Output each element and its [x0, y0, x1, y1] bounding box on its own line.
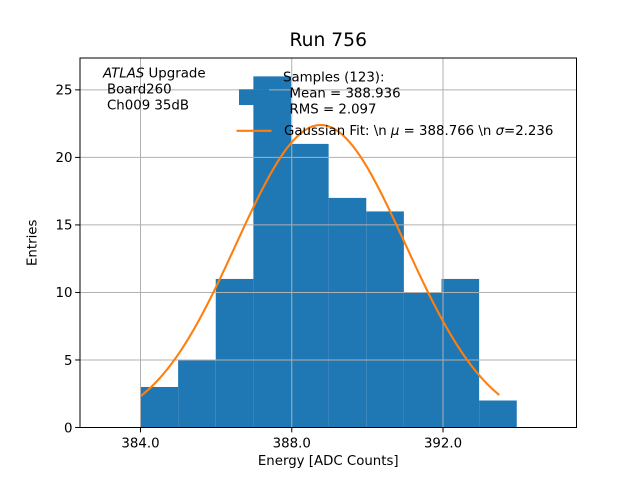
gaussian-fit-line: [140, 123, 500, 397]
y-tick-label: 0: [64, 421, 72, 436]
legend-gaussian-prefix: Gaussian Fit: \n: [284, 124, 391, 139]
histogram-bar: [215, 278, 254, 428]
histogram-bars: [140, 76, 517, 428]
legend-sigma-symbol: σ: [496, 124, 505, 139]
legend-samples-mean: Mean = 388.936: [290, 86, 401, 101]
x-tick-label: 392.0: [424, 436, 462, 451]
y-tick-label: 15: [56, 219, 73, 234]
axis-ticks: [75, 89, 444, 433]
histogram-bar: [441, 278, 480, 428]
y-tick-labels: 0 5 10 15 20 25: [56, 84, 73, 437]
y-tick-label: 10: [56, 286, 73, 301]
histogram-bar: [328, 197, 367, 428]
plot-frame: [79, 57, 577, 428]
legend-gaussian-mid: = 388.766 \n: [399, 124, 495, 139]
annotation-line-3: Ch009 35dB: [107, 99, 189, 114]
histogram-bar: [140, 386, 179, 428]
legend: Samples (123): Mean = 388.936 RMS = 2.09…: [236, 70, 553, 139]
legend-samples-rms: RMS = 2.097: [290, 102, 377, 117]
y-tick-label: 25: [56, 84, 73, 99]
x-tick-label: 384.0: [121, 436, 159, 451]
annotation-atlas-italic: ATLAS: [102, 67, 145, 82]
annotation-line-2: Board260: [107, 83, 172, 98]
y-tick-label: 20: [56, 151, 73, 166]
plot-title: Run 756: [290, 30, 367, 51]
legend-samples-title: Samples (123):: [283, 70, 384, 85]
y-axis-label: Entries: [26, 220, 41, 266]
histogram-bar: [178, 359, 216, 428]
histogram-bar: [253, 76, 292, 428]
x-tick-label: 388.0: [273, 436, 311, 451]
histogram-bar: [479, 400, 517, 428]
x-tick-labels: 384.0 388.0 392.0: [121, 436, 462, 451]
annotation-line-1: ATLAS Upgrade: [102, 67, 206, 82]
histogram-bar: [291, 143, 329, 428]
y-tick-label: 5: [64, 354, 72, 369]
annotation-upgrade: Upgrade: [144, 67, 205, 82]
legend-gaussian-suffix: =2.236: [504, 124, 553, 139]
legend-histogram-patch-handle: [239, 89, 269, 105]
legend-mu-symbol: μ: [390, 124, 399, 139]
legend-gaussian-label: Gaussian Fit: \n μ = 388.766 \n σ=2.236: [284, 124, 553, 139]
x-axis-label: Energy [ADC Counts]: [258, 454, 399, 469]
histogram-bar: [366, 211, 404, 428]
annotation-block: ATLAS Upgrade Board260 Ch009 35dB: [102, 67, 206, 114]
